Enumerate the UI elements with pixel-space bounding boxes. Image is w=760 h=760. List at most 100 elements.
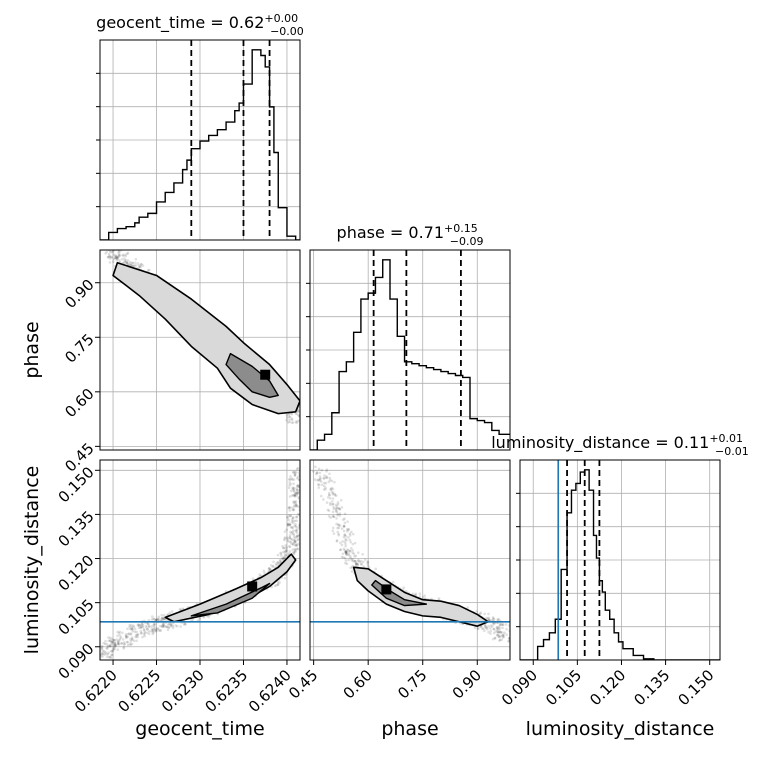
sample-point bbox=[325, 470, 328, 473]
sample-point bbox=[322, 484, 326, 488]
sample-point bbox=[288, 495, 292, 498]
sample-point bbox=[294, 541, 297, 544]
sample-point bbox=[104, 252, 107, 255]
sample-point bbox=[295, 493, 298, 497]
sample-point bbox=[344, 550, 348, 553]
sample-point bbox=[498, 627, 502, 630]
sample-point bbox=[489, 627, 492, 630]
sample-point bbox=[297, 485, 300, 488]
sample-point bbox=[288, 522, 292, 526]
sample-point bbox=[285, 416, 289, 419]
sample-point bbox=[161, 618, 165, 622]
sample-point bbox=[294, 504, 298, 508]
sample-point bbox=[125, 260, 129, 264]
sample-point bbox=[502, 635, 506, 638]
sample-point bbox=[344, 559, 348, 562]
sample-point bbox=[137, 266, 141, 269]
sample-point bbox=[496, 633, 499, 637]
sample-point bbox=[338, 507, 341, 511]
sample-point bbox=[110, 642, 113, 646]
sample-point bbox=[140, 623, 143, 627]
sample-point bbox=[287, 518, 290, 522]
sample-point bbox=[343, 512, 347, 516]
sample-point bbox=[144, 624, 148, 628]
sample-point bbox=[342, 547, 346, 551]
sample-point bbox=[126, 251, 130, 255]
sample-point bbox=[283, 551, 287, 554]
sample-point bbox=[294, 528, 298, 532]
sample-point bbox=[495, 626, 499, 629]
sample-point bbox=[418, 595, 422, 598]
sample-point bbox=[336, 513, 339, 517]
sample-point bbox=[118, 637, 122, 640]
sample-point bbox=[141, 264, 145, 267]
sample-point bbox=[294, 420, 298, 423]
sample-point bbox=[331, 514, 335, 518]
sample-point bbox=[110, 637, 114, 641]
sample-point bbox=[174, 624, 177, 627]
sample-point bbox=[168, 611, 172, 615]
sample-point bbox=[489, 632, 492, 635]
y-tick-label: 0.135 bbox=[55, 507, 98, 550]
sample-point bbox=[318, 479, 321, 482]
sample-point bbox=[295, 526, 299, 529]
sample-point bbox=[355, 562, 358, 566]
sample-point bbox=[108, 655, 112, 659]
sample-point bbox=[293, 471, 297, 474]
sample-point bbox=[283, 537, 287, 540]
sample-point bbox=[130, 623, 133, 627]
sample-point bbox=[326, 508, 330, 512]
sample-point bbox=[171, 626, 175, 630]
sample-point bbox=[336, 512, 340, 516]
sample-point bbox=[290, 418, 294, 422]
sample-point bbox=[297, 537, 300, 541]
sample-point bbox=[107, 655, 111, 659]
sample-point bbox=[497, 617, 500, 621]
sample-point bbox=[292, 551, 296, 554]
sample-point bbox=[293, 493, 297, 496]
sample-point bbox=[104, 651, 107, 654]
sample-point bbox=[499, 631, 503, 634]
sample-point bbox=[285, 418, 288, 422]
sample-point bbox=[340, 506, 344, 509]
sample-point bbox=[117, 254, 121, 257]
sample-point bbox=[276, 583, 280, 586]
sample-point bbox=[168, 622, 171, 626]
sample-point bbox=[281, 546, 285, 550]
sample-point bbox=[333, 493, 337, 497]
sample-point bbox=[137, 626, 141, 629]
sample-point bbox=[139, 265, 142, 269]
sample-point bbox=[324, 486, 327, 489]
sample-point bbox=[287, 486, 291, 490]
sample-point bbox=[141, 625, 145, 629]
sample-point bbox=[292, 552, 296, 556]
sample-point bbox=[328, 472, 331, 476]
sample-point bbox=[124, 259, 128, 262]
sample-point bbox=[320, 468, 324, 472]
joint-panel-phase-luminosity_distance bbox=[310, 460, 510, 660]
sample-point bbox=[318, 471, 322, 475]
sample-point bbox=[275, 584, 278, 587]
sample-point bbox=[157, 618, 160, 621]
sample-point bbox=[116, 634, 119, 638]
sample-point bbox=[169, 623, 173, 626]
sample-point bbox=[136, 262, 140, 265]
sample-point bbox=[163, 624, 166, 628]
sample-point bbox=[356, 563, 360, 567]
sample-point bbox=[297, 478, 300, 482]
sample-point bbox=[295, 486, 298, 490]
sample-point bbox=[179, 625, 182, 628]
sample-point bbox=[295, 535, 299, 539]
sample-point bbox=[329, 488, 332, 491]
sample-point bbox=[292, 494, 295, 497]
sample-point bbox=[360, 563, 363, 566]
sample-point bbox=[142, 633, 146, 636]
sample-point bbox=[278, 558, 282, 562]
sample-point bbox=[126, 632, 130, 636]
sample-point bbox=[327, 493, 331, 497]
sample-point bbox=[116, 255, 120, 259]
sample-point bbox=[502, 633, 505, 637]
sample-point bbox=[290, 518, 294, 521]
sample-point bbox=[295, 547, 299, 551]
sample-point bbox=[325, 476, 329, 480]
